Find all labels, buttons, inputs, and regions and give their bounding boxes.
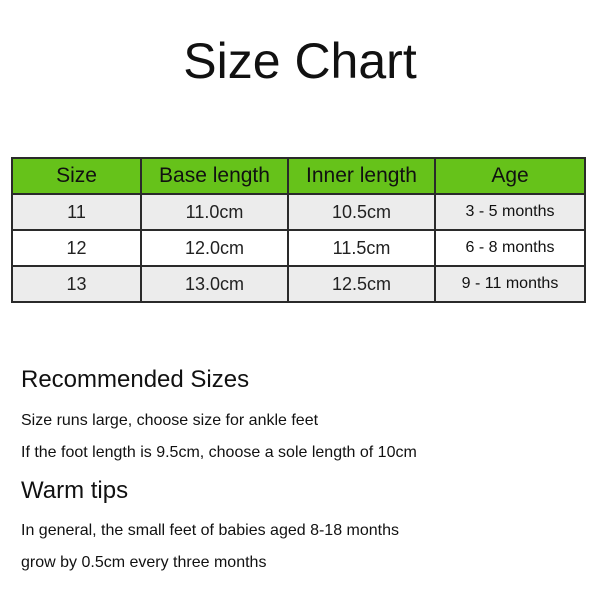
cell-age: 6 - 8 months: [434, 229, 586, 267]
tips-line: In general, the small feet of babies age…: [21, 522, 400, 539]
cell-age: 9 - 11 months: [434, 265, 586, 303]
header-size: Size: [11, 157, 142, 195]
page-title: Size Chart: [183, 33, 417, 89]
table-row: 13 13.0cm 12.5cm 9 - 11 months: [11, 265, 586, 303]
cell-age: 3 - 5 months: [434, 193, 586, 231]
cell-inner-length: 10.5cm: [287, 193, 436, 231]
cell-inner-length: 12.5cm: [287, 265, 436, 303]
cell-base-length: 11.0cm: [140, 193, 289, 231]
cell-size: 12: [11, 229, 142, 267]
size-table: Size Base length Inner length Age 11 11.…: [11, 157, 586, 303]
recommended-line: Size runs large, choose size for ankle f…: [21, 412, 319, 429]
cell-size: 13: [11, 265, 142, 303]
header-age: Age: [434, 157, 586, 195]
tips-line: grow by 0.5cm every three months: [21, 554, 267, 571]
recommended-line: If the foot length is 9.5cm, choose a so…: [21, 444, 417, 461]
cell-size: 11: [11, 193, 142, 231]
table-header-row: Size Base length Inner length Age: [11, 157, 586, 195]
cell-base-length: 12.0cm: [140, 229, 289, 267]
table-row: 11 11.0cm 10.5cm 3 - 5 months: [11, 193, 586, 231]
tips-heading: Warm tips: [21, 477, 129, 504]
header-inner-length: Inner length: [287, 157, 436, 195]
header-base-length: Base length: [140, 157, 289, 195]
cell-inner-length: 11.5cm: [287, 229, 436, 267]
recommended-heading: Recommended Sizes: [21, 366, 250, 393]
table-row: 12 12.0cm 11.5cm 6 - 8 months: [11, 229, 586, 267]
cell-base-length: 13.0cm: [140, 265, 289, 303]
